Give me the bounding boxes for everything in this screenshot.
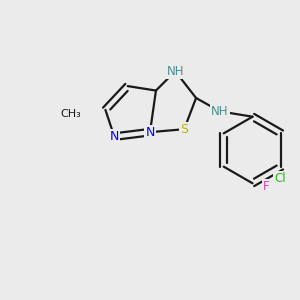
Text: N: N: [145, 126, 155, 139]
Text: N: N: [110, 130, 119, 143]
Text: NH: NH: [211, 105, 229, 118]
Text: S: S: [180, 123, 188, 136]
Text: F: F: [262, 180, 269, 193]
Text: CH₃: CH₃: [61, 109, 82, 119]
Text: Cl: Cl: [274, 172, 286, 185]
Text: NH: NH: [167, 65, 184, 78]
